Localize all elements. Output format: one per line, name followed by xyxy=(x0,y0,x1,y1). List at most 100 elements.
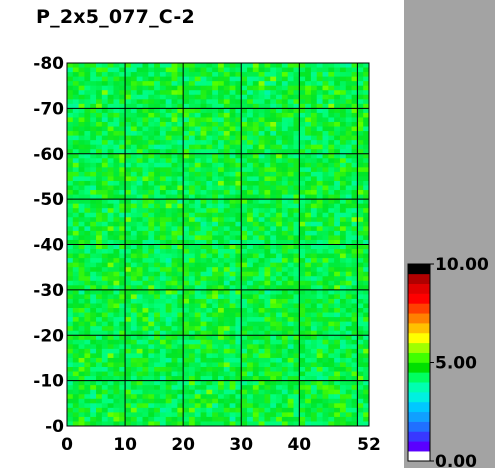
heatmap-cell xyxy=(328,63,335,68)
heatmap-cell xyxy=(241,421,248,427)
heatmap-cell xyxy=(299,99,306,105)
heatmap-cell xyxy=(276,194,283,200)
heatmap-cell xyxy=(206,185,213,191)
heatmap-cell xyxy=(218,389,225,395)
heatmap-cell xyxy=(287,362,294,368)
heatmap-cell xyxy=(247,380,254,386)
heatmap-cell xyxy=(200,421,207,427)
heatmap-cell xyxy=(258,244,265,250)
heatmap-cell xyxy=(142,249,149,254)
heatmap-cell xyxy=(206,339,213,345)
heatmap-cell xyxy=(351,199,358,205)
heatmap-cell xyxy=(90,212,97,218)
heatmap-cell xyxy=(281,203,289,209)
heatmap-cell xyxy=(188,149,196,155)
heatmap-cell xyxy=(310,230,318,236)
heatmap-cell xyxy=(159,362,167,368)
heatmap-cell xyxy=(287,185,294,191)
heatmap-cell xyxy=(351,167,358,173)
heatmap-cell xyxy=(72,199,80,205)
heatmap-cell xyxy=(322,312,329,318)
heatmap-cell xyxy=(183,208,190,214)
heatmap-cell xyxy=(357,144,364,150)
heatmap-cell xyxy=(154,167,161,173)
heatmap-cell xyxy=(72,326,80,332)
heatmap-cell xyxy=(72,380,80,386)
heatmap-cell xyxy=(229,94,236,100)
heatmap-cell xyxy=(218,199,225,205)
heatmap-cell xyxy=(130,162,138,168)
heatmap-cell xyxy=(130,72,138,78)
heatmap-cell xyxy=(154,294,161,300)
heatmap-cell xyxy=(334,294,341,300)
heatmap-cell xyxy=(276,407,283,413)
heatmap-cell xyxy=(310,63,318,68)
heatmap-cell xyxy=(154,367,161,372)
heatmap-cell xyxy=(252,212,260,218)
heatmap-cell xyxy=(119,348,126,354)
heatmap-cell xyxy=(223,421,231,427)
heatmap-cell xyxy=(171,317,178,323)
heatmap-cell xyxy=(322,267,329,273)
heatmap-cell xyxy=(218,121,225,127)
heatmap-cell xyxy=(165,167,172,173)
heatmap-cell xyxy=(78,298,85,304)
heatmap-cell xyxy=(276,153,283,159)
heatmap-cell xyxy=(107,344,114,350)
heatmap-cell xyxy=(67,317,74,323)
heatmap-cell xyxy=(223,403,231,409)
heatmap-cell xyxy=(96,376,103,382)
heatmap-cell xyxy=(229,385,236,391)
heatmap-cell xyxy=(252,230,260,236)
heatmap-cell xyxy=(281,103,289,109)
heatmap-cell xyxy=(235,330,242,336)
heatmap-cell xyxy=(328,140,335,146)
heatmap-cell xyxy=(148,389,155,395)
heatmap-cell xyxy=(119,108,126,114)
heatmap-cell xyxy=(136,217,143,223)
heatmap-cell xyxy=(247,348,254,354)
heatmap-cell xyxy=(218,362,225,368)
heatmap-cell xyxy=(107,348,114,354)
heatmap-cell xyxy=(200,208,207,214)
heatmap-cell xyxy=(270,72,277,78)
heatmap-cell xyxy=(357,298,364,304)
heatmap-cell xyxy=(148,394,155,400)
heatmap-cell xyxy=(212,244,219,250)
heatmap-cell xyxy=(125,230,132,236)
heatmap-cell xyxy=(183,140,190,146)
heatmap-cell xyxy=(264,362,271,368)
heatmap-cell xyxy=(357,162,364,168)
heatmap-cell xyxy=(206,389,213,395)
heatmap-cell xyxy=(229,303,236,309)
heatmap-cell xyxy=(223,144,231,150)
heatmap-cell xyxy=(218,176,225,182)
heatmap-cell xyxy=(223,208,231,214)
heatmap-cell xyxy=(194,394,201,400)
heatmap-cell xyxy=(159,330,167,336)
heatmap-cell xyxy=(183,303,190,309)
heatmap-cell xyxy=(148,385,155,391)
heatmap-cell xyxy=(183,230,190,236)
heatmap-cell xyxy=(113,144,120,150)
heatmap-cell xyxy=(310,162,318,168)
heatmap-cell xyxy=(107,357,114,363)
heatmap-cell xyxy=(287,421,294,427)
heatmap-cell xyxy=(241,416,248,422)
heatmap-cell xyxy=(334,339,341,345)
heatmap-cell xyxy=(328,258,335,264)
heatmap-cell xyxy=(194,303,201,309)
heatmap-cell xyxy=(322,203,329,209)
heatmap-cell xyxy=(345,108,352,114)
heatmap-cell xyxy=(270,330,277,336)
heatmap-cell xyxy=(72,276,80,282)
heatmap-cell xyxy=(142,335,149,341)
heatmap-cell xyxy=(310,85,318,91)
heatmap-cell xyxy=(130,303,138,309)
heatmap-cell xyxy=(183,344,190,350)
heatmap-cell xyxy=(351,330,358,336)
heatmap-cell xyxy=(287,176,294,182)
heatmap-cell xyxy=(281,262,289,268)
heatmap-cell xyxy=(305,126,312,132)
heatmap-cell xyxy=(293,203,300,209)
